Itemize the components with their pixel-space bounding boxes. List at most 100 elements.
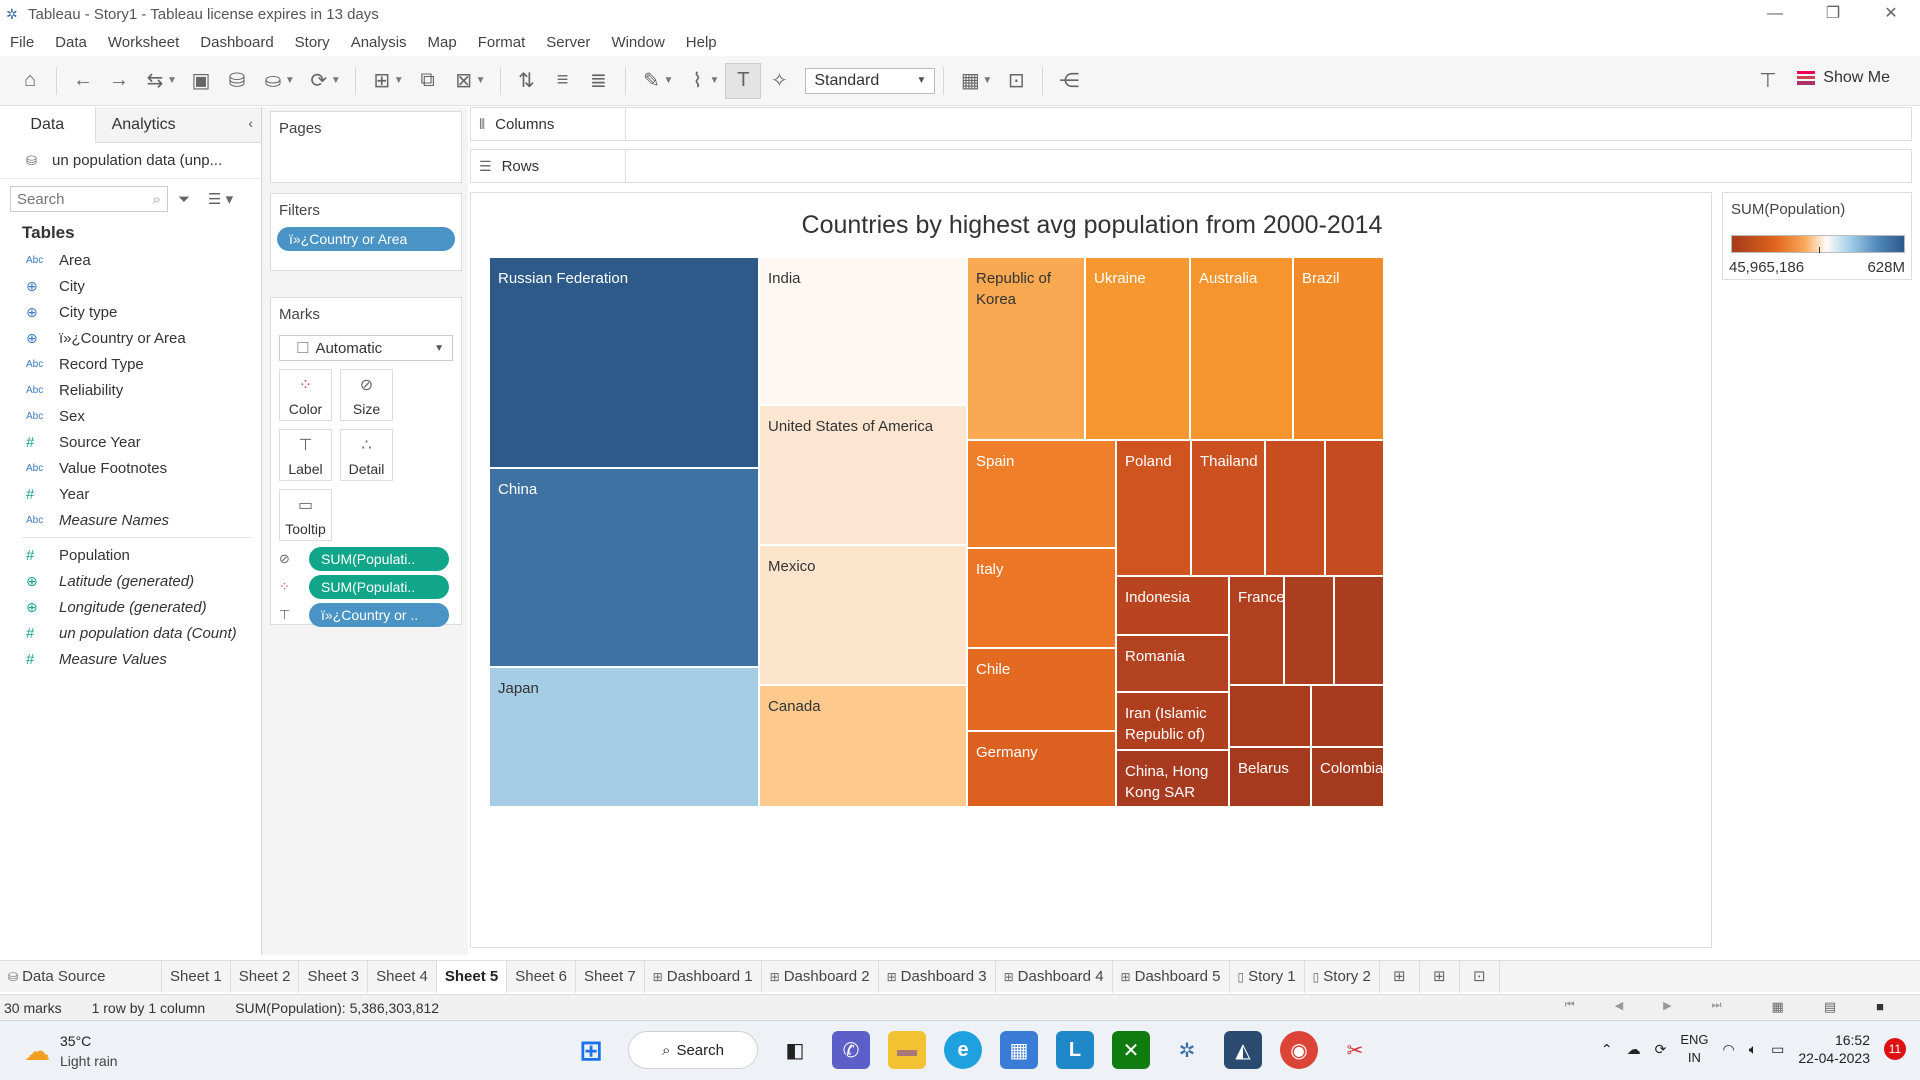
- battery-icon[interactable]: ▭: [1771, 1040, 1785, 1057]
- tooltip-button[interactable]: ▭ Tooltip: [279, 489, 332, 541]
- treemap-cell[interactable]: [1311, 685, 1384, 747]
- detail-button[interactable]: ∴ Detail: [340, 429, 393, 481]
- minimize-icon[interactable]: —: [1767, 5, 1783, 22]
- label-pill[interactable]: ï»¿Country or ..: [309, 603, 449, 627]
- menu-worksheet[interactable]: Worksheet: [107, 33, 180, 51]
- menu-analysis[interactable]: Analysis: [350, 33, 407, 51]
- treemap-cell[interactable]: [1284, 576, 1334, 685]
- treemap-cell[interactable]: Republic of Korea: [967, 257, 1085, 440]
- treemap-cell[interactable]: Brazil: [1293, 257, 1384, 440]
- field-item[interactable]: ⊕ Longitude (generated): [0, 594, 261, 620]
- treemap-cell[interactable]: Colombia: [1311, 747, 1384, 807]
- sheet-tab[interactable]: Sheet 1: [162, 960, 231, 993]
- treemap-cell[interactable]: [1229, 685, 1311, 747]
- size-pill[interactable]: SUM(Populati..: [309, 547, 449, 571]
- edge-icon[interactable]: e: [944, 1031, 982, 1069]
- clear-sheet-icon[interactable]: ⊠: [455, 70, 472, 92]
- sheet-tab[interactable]: ⛁ Data Source: [0, 960, 162, 993]
- field-item[interactable]: # Population: [0, 542, 261, 568]
- color-button[interactable]: ⁘ Color: [279, 369, 332, 421]
- menu-help[interactable]: Help: [685, 33, 717, 51]
- pages-card[interactable]: Pages: [270, 111, 462, 183]
- xbox-icon[interactable]: ✕: [1112, 1031, 1150, 1069]
- treemap-cell[interactable]: China, Hong Kong SAR: [1116, 750, 1229, 807]
- treemap-cell[interactable]: Russian Federation: [489, 257, 759, 468]
- menu-window[interactable]: Window: [611, 33, 665, 51]
- field-item[interactable]: # Source Year: [0, 429, 261, 455]
- columns-shelf[interactable]: ⦀ Columns: [470, 107, 1912, 141]
- sort-ascending-icon[interactable]: ≡: [556, 69, 569, 91]
- color-pill[interactable]: SUM(Populati..: [309, 575, 449, 599]
- new-story-icon[interactable]: ⊡: [1460, 960, 1500, 993]
- treemap-cell[interactable]: Italy: [967, 548, 1116, 648]
- filmstrip-icon[interactable]: ▤: [1823, 999, 1837, 1014]
- restore-icon[interactable]: ❐: [1825, 5, 1841, 22]
- treemap-cell[interactable]: Australia: [1190, 257, 1293, 440]
- menu-story[interactable]: Story: [294, 33, 330, 51]
- treemap-cell[interactable]: [1334, 576, 1384, 685]
- tableau-taskbar-icon[interactable]: ✲: [1178, 1039, 1196, 1062]
- chevron-down-icon[interactable]: ▼: [330, 75, 341, 86]
- treemap-cell[interactable]: Ukraine: [1085, 257, 1190, 440]
- chevron-up-icon[interactable]: ⌃: [1600, 1040, 1613, 1057]
- field-item[interactable]: # Measure Values: [0, 646, 261, 672]
- sheet-tab[interactable]: ⊞ Dashboard 2: [762, 960, 879, 993]
- sheet-tab[interactable]: ⊞ Dashboard 5: [1113, 960, 1230, 993]
- grid-view-icon[interactable]: ▦: [1771, 999, 1784, 1014]
- treemap-cell[interactable]: China: [489, 468, 759, 667]
- chevron-down-icon[interactable]: ▼: [393, 75, 404, 86]
- notification-badge[interactable]: 11: [1884, 1038, 1906, 1060]
- new-worksheet-icon[interactable]: ⊞: [373, 70, 391, 92]
- menu-map[interactable]: Map: [427, 33, 457, 51]
- sheet-tab[interactable]: ⊞ Dashboard 1: [645, 960, 762, 993]
- field-item[interactable]: ⊕ City type: [0, 299, 261, 325]
- menu-file[interactable]: File: [10, 33, 35, 51]
- field-search-input[interactable]: [17, 190, 137, 208]
- label-button[interactable]: ⊤ Label: [279, 429, 332, 481]
- field-item[interactable]: Abc Measure Names: [0, 507, 261, 533]
- duplicate-icon[interactable]: ⧉: [420, 69, 435, 91]
- treemap-cell[interactable]: [1325, 440, 1384, 576]
- treemap-cell[interactable]: Canada: [759, 685, 967, 807]
- sheet-tab[interactable]: Sheet 2: [231, 960, 300, 993]
- field-item[interactable]: # un population data (Count): [0, 620, 261, 646]
- sheet-tab[interactable]: Sheet 6: [507, 960, 576, 993]
- save-icon[interactable]: ▣: [191, 70, 211, 92]
- sheet-tab[interactable]: ▯ Story 1: [1230, 960, 1305, 993]
- clock[interactable]: 16:52 22-04-2023: [1798, 1031, 1870, 1067]
- menu-server[interactable]: Server: [546, 33, 591, 51]
- windows-start-icon[interactable]: ⊞: [579, 1034, 603, 1066]
- sheet-tab[interactable]: Sheet 7: [576, 960, 645, 993]
- tab-data[interactable]: Data: [0, 107, 96, 143]
- chevron-down-icon[interactable]: ▼: [475, 75, 486, 86]
- filter-icon[interactable]: ⏷: [178, 190, 191, 208]
- chevron-down-icon[interactable]: ▼: [709, 75, 720, 86]
- show-labels-icon[interactable]: T: [725, 62, 762, 99]
- treemap-cell[interactable]: United States of America: [759, 405, 967, 545]
- sheet-tab[interactable]: ⊞ Dashboard 3: [879, 960, 996, 993]
- treemap-cell[interactable]: Thailand: [1191, 440, 1265, 576]
- filter-pill-country[interactable]: ï»¿Country or Area: [277, 227, 455, 251]
- share-icon[interactable]: ⋲: [1059, 70, 1080, 92]
- treemap-cell[interactable]: [1265, 440, 1325, 576]
- tab-analytics[interactable]: Analytics: [95, 107, 261, 143]
- color-legend[interactable]: SUM(Population) 45,965,186 628M: [1722, 192, 1912, 280]
- sheet-tab[interactable]: ▯ Story 2: [1305, 960, 1380, 993]
- treemap-cell[interactable]: Iran (Islamic Republic of): [1116, 692, 1229, 750]
- treemap-cell[interactable]: Poland: [1116, 440, 1191, 576]
- collapse-icon[interactable]: ‹: [248, 115, 253, 131]
- fix-axes-icon[interactable]: ✧: [770, 70, 788, 92]
- show-me-button[interactable]: Show Me: [1797, 69, 1890, 87]
- next-sheet-icon[interactable]: ▶: [1663, 1000, 1672, 1012]
- sheet-tab[interactable]: Sheet 5: [436, 960, 508, 993]
- mysql-icon[interactable]: ◭: [1224, 1031, 1262, 1069]
- pause-updates-icon[interactable]: ⛀: [264, 70, 282, 92]
- teams-icon[interactable]: ✆: [832, 1031, 870, 1069]
- swap-icon[interactable]: ⇅: [518, 70, 535, 92]
- store-icon[interactable]: ▦: [1000, 1031, 1038, 1069]
- chrome-icon[interactable]: ◉: [1280, 1031, 1318, 1069]
- pin-icon[interactable]: ⊤: [1759, 70, 1777, 92]
- refresh-icon[interactable]: ⟳: [310, 70, 328, 92]
- new-datasource-icon[interactable]: ⛁: [228, 70, 246, 92]
- sort-descending-icon[interactable]: ≣: [590, 70, 607, 92]
